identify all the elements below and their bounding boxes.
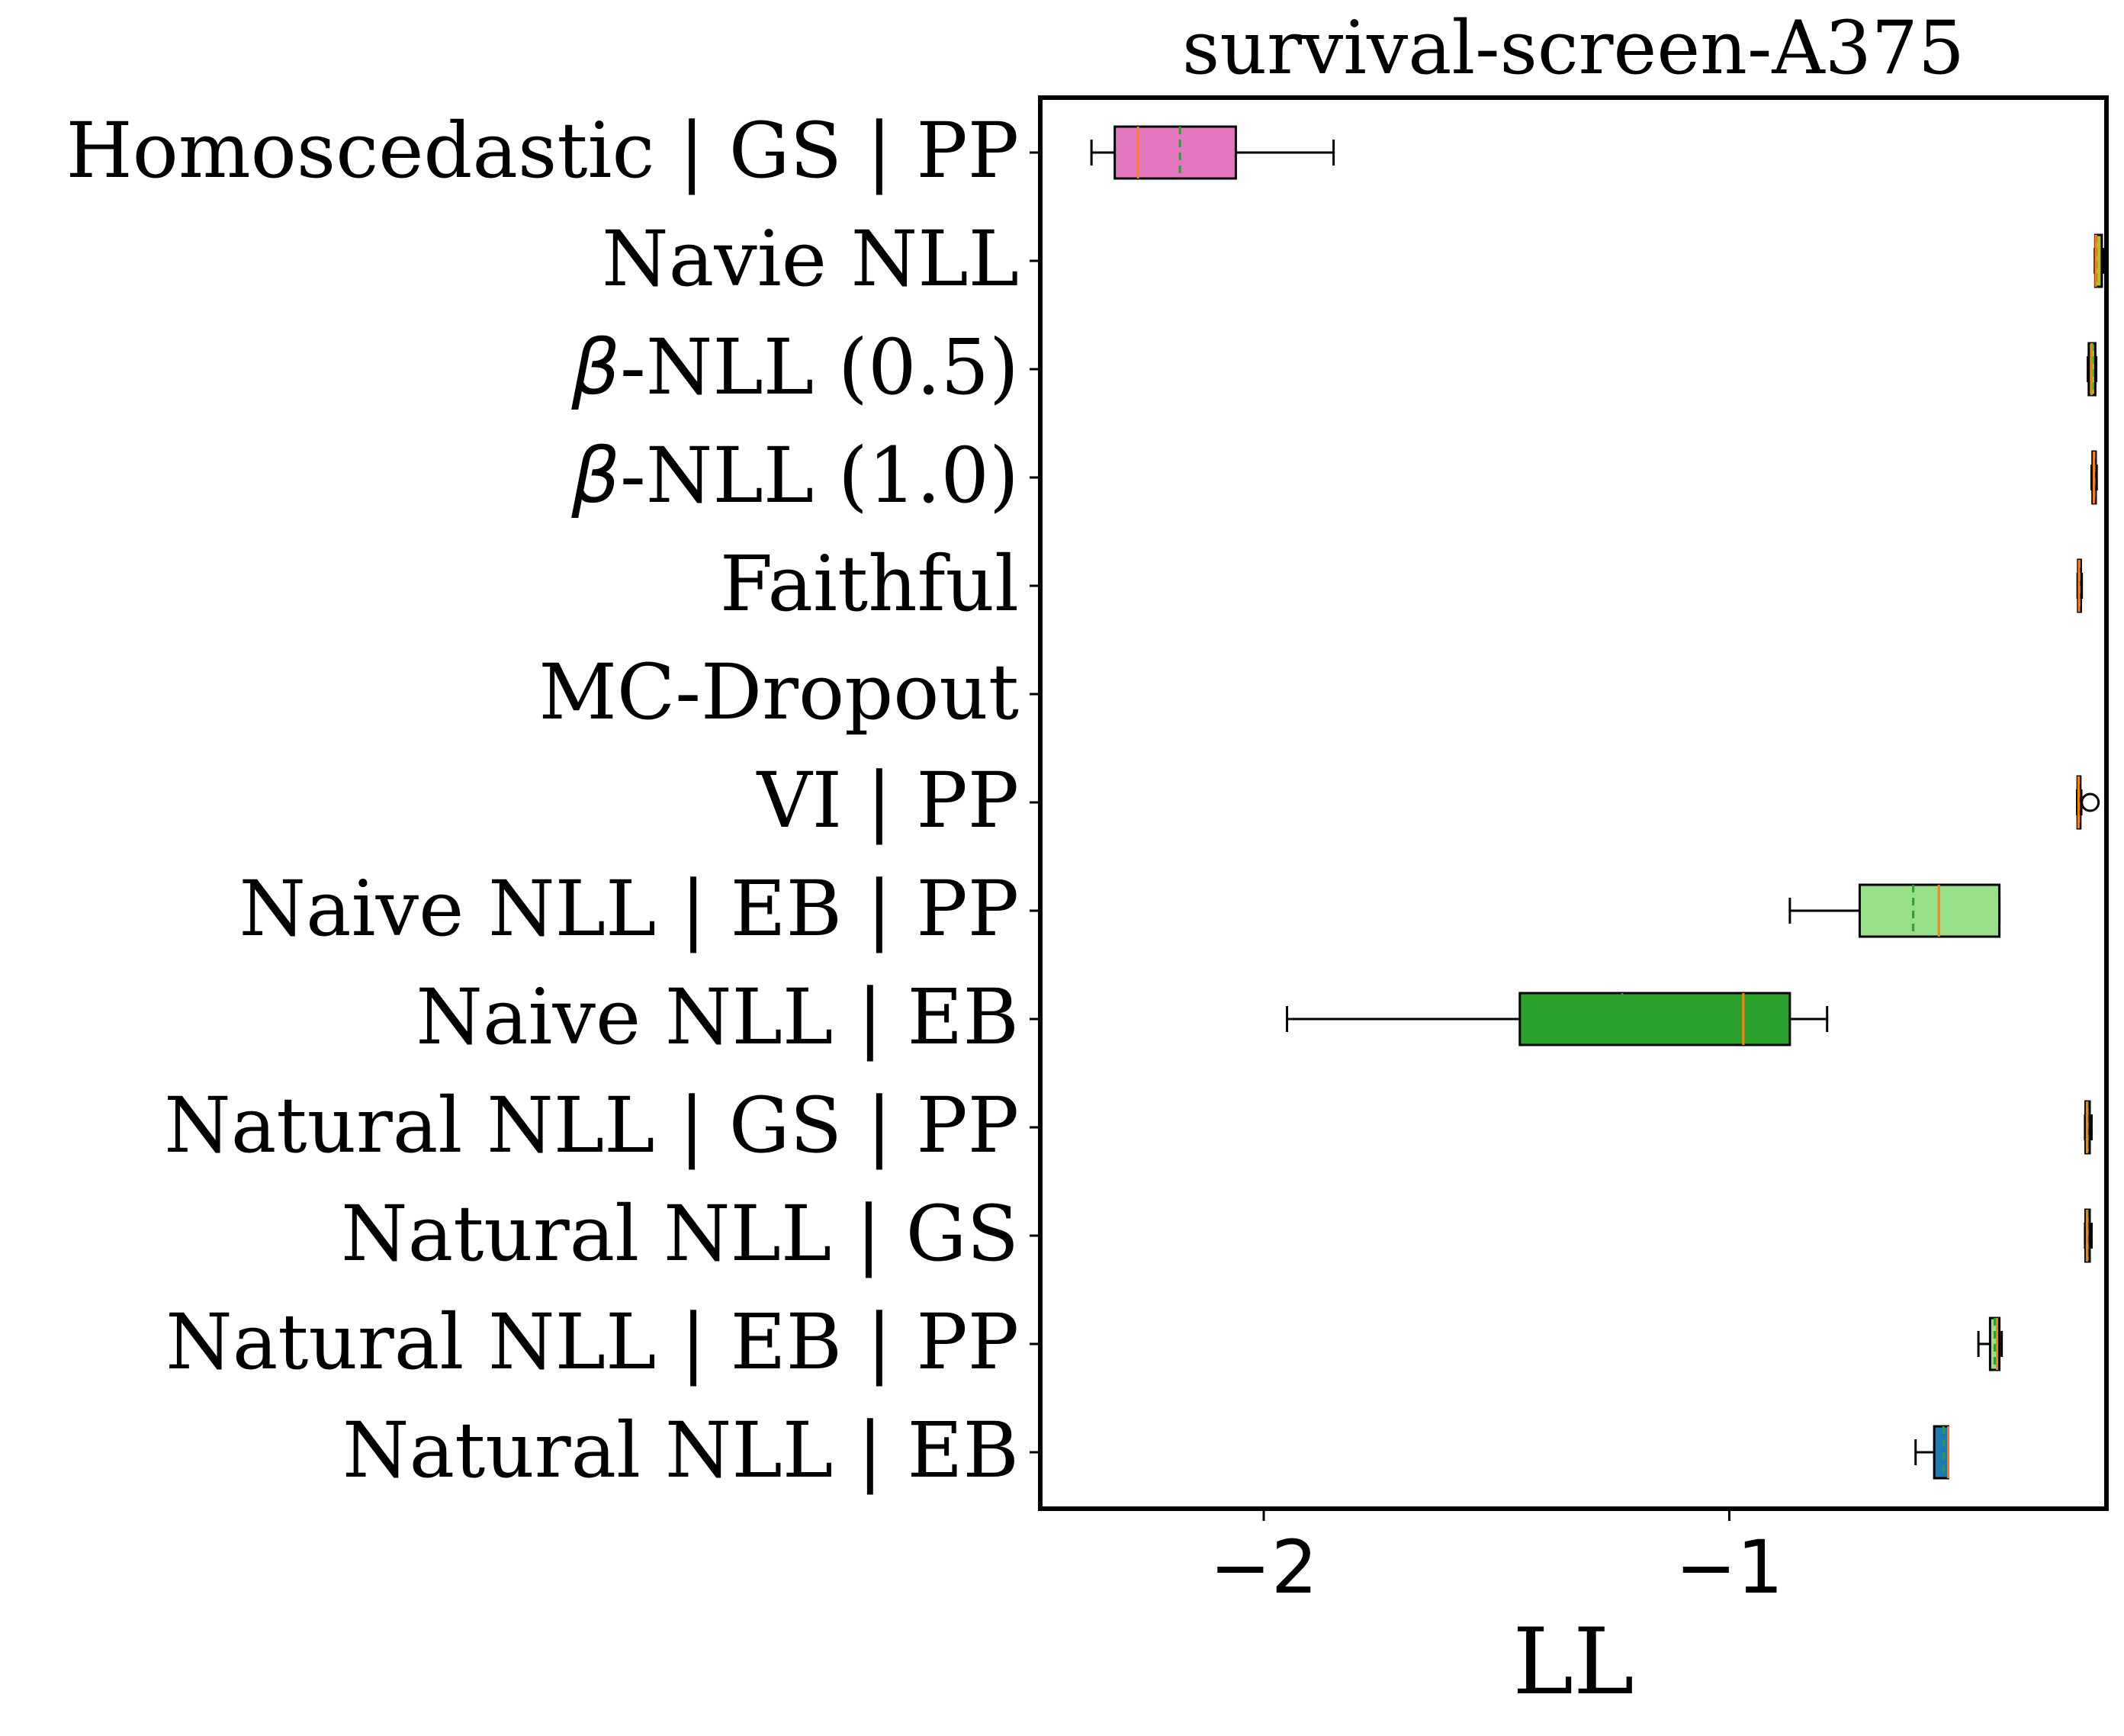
- box-group: [2076, 558, 2084, 613]
- box-group: [2093, 233, 2105, 288]
- category-label: β-NLL (1.0): [570, 431, 1019, 520]
- box-group: [1977, 1316, 2004, 1371]
- category-label: Natural NLL | EB | PP: [165, 1297, 1019, 1387]
- plot-frame: [1038, 95, 2109, 1511]
- category-label: Natural NLL | GS | PP: [164, 1081, 1019, 1170]
- category-label: Natural NLL | GS: [341, 1189, 1019, 1278]
- box-group: [2087, 342, 2098, 397]
- box-iqr: [1113, 125, 1237, 180]
- chart-title: survival-screen-A375: [1182, 5, 1965, 91]
- box-iqr: [1858, 883, 2001, 938]
- x-tick-label: −1: [1676, 1525, 1784, 1610]
- outlier-point: [2081, 792, 2100, 812]
- category-labels: Homoscedastic | GS | PP Navie NLL β-NLL (0…: [66, 106, 1040, 1495]
- box-iqr: [1933, 1425, 1949, 1480]
- box-group: [1788, 883, 2001, 938]
- category-label: β-NLL (0.5): [570, 323, 1019, 412]
- box-group: [2090, 450, 2098, 505]
- category-label: Faithful: [720, 539, 1019, 628]
- category-label: Navie NLL: [602, 214, 1019, 304]
- box-group: [1914, 1425, 1949, 1480]
- x-axis: −2 −1: [1210, 1509, 1783, 1610]
- category-label: Naive NLL | EB | PP: [239, 864, 1019, 953]
- category-label: VI | PP: [756, 756, 1019, 845]
- boxes-layer: [1090, 125, 2105, 1480]
- box-group: [2084, 1100, 2093, 1155]
- x-tick-label: −2: [1210, 1525, 1318, 1610]
- box-iqr: [1518, 992, 1791, 1046]
- box-group: [1090, 125, 1335, 180]
- box-group: [1286, 992, 1829, 1046]
- box-group: [2084, 1208, 2093, 1263]
- category-label: MC-Dropout: [538, 648, 1019, 737]
- category-label: Homoscedastic | GS | PP: [66, 106, 1019, 195]
- category-label: Naive NLL | EB: [416, 972, 1019, 1062]
- box-group: [2076, 775, 2100, 830]
- category-label: Natural NLL | EB: [342, 1406, 1019, 1495]
- x-axis-label: LL: [1512, 1609, 1634, 1715]
